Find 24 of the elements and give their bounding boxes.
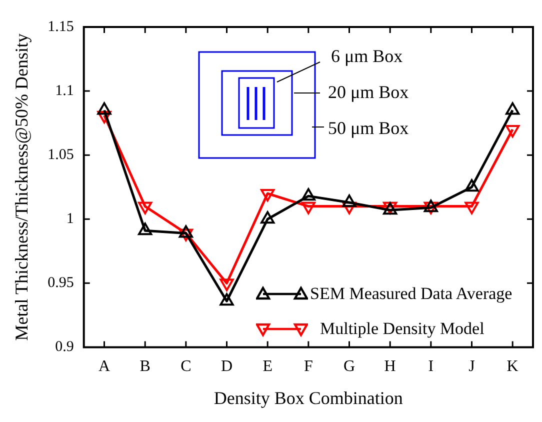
y-tick-label: 1.15 — [48, 18, 74, 35]
y-axis-title: Metal Thickness/Thickness@50% Density — [12, 34, 32, 341]
x-tick-label: E — [262, 358, 272, 376]
x-tick-label: D — [220, 358, 233, 376]
annotation: 6 μm Box — [331, 45, 403, 67]
legend-label: SEM Measured Data Average — [310, 284, 512, 304]
x-tick-label: H — [384, 358, 396, 376]
legend-label: Multiple Density Model — [320, 318, 484, 338]
x-tick-label: A — [98, 358, 110, 376]
x-axis-title: Density Box Combination — [214, 388, 403, 408]
y-tick-label: 0.9 — [55, 339, 74, 356]
x-tick-label: G — [343, 358, 356, 376]
y-tick-label: 0.95 — [48, 275, 74, 292]
x-tick-label: J — [468, 358, 475, 376]
y-tick-label: 1.1 — [55, 82, 74, 99]
annotation: 50 μm Box — [328, 117, 409, 139]
x-tick-label: F — [304, 358, 313, 376]
x-tick-label: K — [506, 358, 519, 376]
annotation: 20 μm Box — [328, 81, 409, 103]
x-tick-label: I — [428, 358, 434, 376]
x-tick-label: C — [180, 358, 192, 376]
x-tick-label: B — [140, 358, 150, 376]
y-tick-label: 1 — [66, 211, 74, 228]
y-tick-label: 1.05 — [48, 147, 74, 164]
